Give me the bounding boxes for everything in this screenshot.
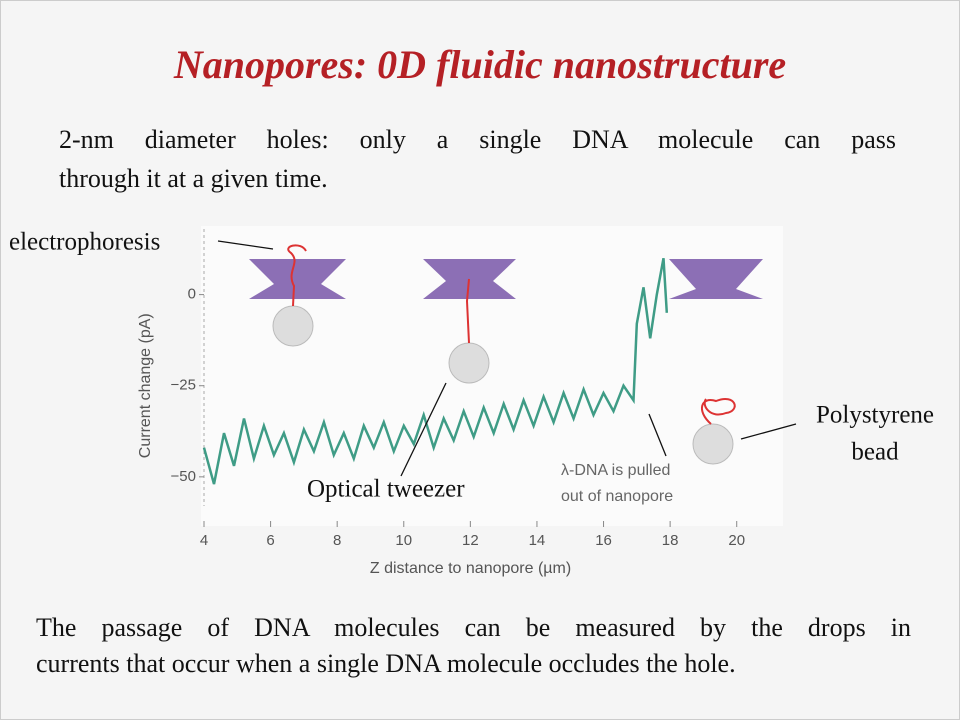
- x-tick-label: 10: [395, 532, 412, 549]
- x-tick-label: 6: [266, 532, 274, 549]
- y-tick-label: −25: [171, 377, 196, 394]
- title: Nanopores: 0D fluidic nanostructure: [173, 42, 786, 87]
- annotation: λ-DNA is pulled: [561, 462, 670, 479]
- data-line: [202, 257, 669, 485]
- x-tick-label: 4: [200, 532, 208, 549]
- annotation: Polystyrene: [816, 402, 934, 429]
- annotation: Optical tweezer: [307, 476, 465, 503]
- x-tick-label: 14: [529, 532, 546, 549]
- y-tick-label: −50: [171, 468, 196, 485]
- annotation: out of nanopore: [561, 488, 673, 505]
- y-tick-label: 0: [188, 286, 196, 303]
- x-tick-label: 8: [333, 532, 341, 549]
- x-tick-label: 12: [462, 532, 479, 549]
- y-axis-label: Current change (pA): [137, 313, 154, 458]
- annotation: electrophoresis: [9, 229, 160, 256]
- x-tick-label: 20: [728, 532, 745, 549]
- footer-line: currents that occur when a single DNA mo…: [36, 649, 736, 678]
- intro-line: through it at a given time.: [59, 164, 328, 193]
- illustrations: [217, 240, 797, 477]
- intro-line: 2-nm diameter holes: only a single DNA m…: [59, 125, 896, 154]
- chart: 0 −25 −50 4 6 8 10 12 14 16 18 20 Z distance to nano…: [137, 229, 745, 577]
- annotation: bead: [851, 439, 899, 466]
- x-axis-label: Z distance to nanopore (µm): [370, 560, 571, 577]
- footer-line: The passage of DNA molecules can be meas…: [36, 613, 911, 642]
- x-tick-label: 16: [595, 532, 612, 549]
- x-tick-label: 18: [662, 532, 679, 549]
